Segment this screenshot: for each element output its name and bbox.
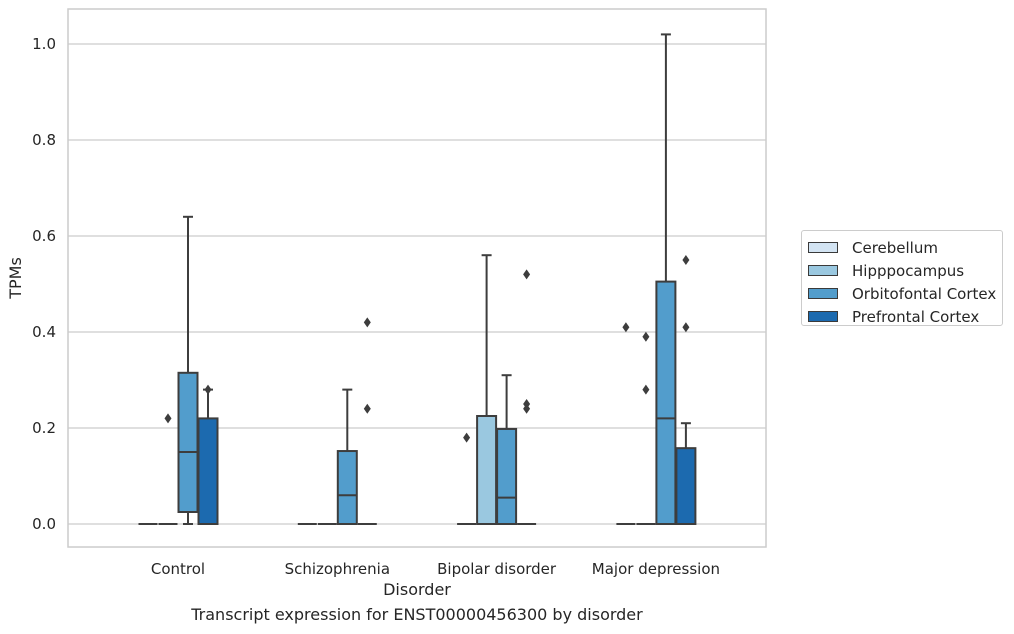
legend-label-prefrontal-cortex: Prefrontal Cortex — [852, 307, 980, 326]
box-0-2 — [457, 432, 477, 525]
outlier-point — [523, 269, 531, 280]
x-axis-label: Disorder — [383, 580, 451, 599]
x-tick-label: Bipolar disorder — [437, 560, 557, 578]
y-tick-label: 1.0 — [32, 35, 56, 53]
box-2-3 — [655, 33, 677, 525]
x-tick-labels: Control Schizophrenia Bipolar disorder Majo… — [151, 560, 720, 578]
outlier-point — [642, 384, 650, 395]
box-3-0 — [197, 384, 219, 525]
legend-swatch-prefrontal-cortex — [808, 311, 838, 322]
legend-item-cerebellum: Cerebellum — [808, 236, 1002, 259]
box-body — [336, 450, 358, 526]
box-2-0 — [177, 215, 199, 525]
legend-label-orbitofrontal-cortex: Orbitofontal Cortex — [852, 284, 997, 303]
box-3-2 — [517, 269, 537, 525]
legend-item-hippocampus: Hipppocampus — [808, 259, 1002, 282]
plot-area-frame — [67, 8, 767, 548]
box-body — [655, 280, 677, 525]
outlier-point — [523, 403, 531, 414]
box-0-3 — [616, 322, 636, 525]
y-tick-label: 0.6 — [32, 227, 56, 245]
legend-swatch-hippocampus — [808, 265, 838, 276]
legend-item-orbitofrontal-cortex: Orbitofontal Cortex — [808, 282, 1002, 305]
figure-caption: Transcript expression for ENST0000045630… — [191, 605, 643, 624]
box-1-2 — [476, 254, 498, 525]
box-2-2 — [496, 374, 518, 525]
legend-item-prefrontal-cortex: Prefrontal Cortex — [808, 305, 1002, 328]
legend-label-hippocampus: Hipppocampus — [852, 261, 965, 280]
box-1-3 — [636, 331, 656, 525]
box-body — [675, 447, 697, 525]
box-1-0 — [158, 413, 178, 525]
legend: Cerebellum Hipppocampus Orbitofontal Cor… — [801, 230, 1003, 326]
x-tick-label: Major depression — [592, 560, 720, 578]
outlier-point — [682, 255, 690, 265]
outlier-point — [363, 317, 371, 328]
outlier-point — [463, 432, 471, 443]
legend-swatch-cerebellum — [808, 242, 838, 253]
outlier-point — [363, 403, 371, 414]
box-series — [138, 33, 697, 526]
legend-label-cerebellum: Cerebellum — [852, 238, 938, 257]
box-2-1 — [336, 388, 358, 526]
box-body — [177, 371, 199, 513]
box-body — [197, 417, 219, 525]
x-tick-label: Control — [151, 560, 205, 578]
y-tick-labels: 0.0 0.2 0.4 0.6 0.8 1.0 — [32, 35, 56, 533]
y-tick-label: 0.4 — [32, 323, 56, 341]
y-axis-label: TPMs — [6, 257, 25, 300]
box-body — [496, 427, 518, 525]
legend-swatch-orbitofrontal-cortex — [808, 288, 838, 299]
outlier-point — [622, 322, 630, 333]
box-3-3 — [675, 255, 697, 525]
outlier-point — [164, 413, 172, 424]
y-tick-label: 0.8 — [32, 131, 56, 149]
y-tick-label: 0.0 — [32, 515, 56, 533]
x-tick-label: Schizophrenia — [285, 560, 390, 578]
box-3-1 — [357, 317, 377, 525]
outlier-point — [204, 384, 212, 395]
outlier-point — [682, 322, 690, 333]
y-tick-label: 0.2 — [32, 419, 56, 437]
outlier-point — [642, 331, 650, 342]
box-body — [476, 415, 498, 525]
